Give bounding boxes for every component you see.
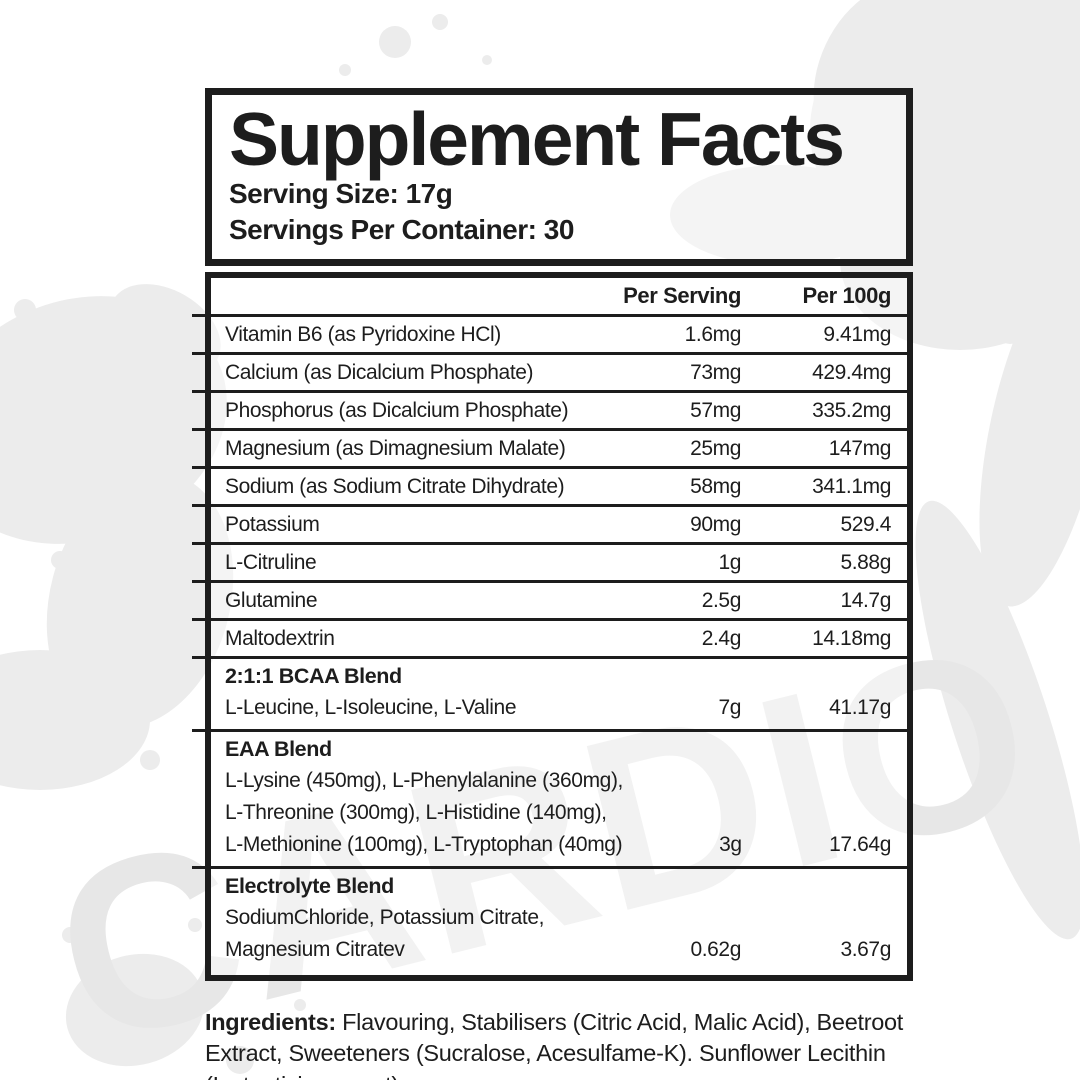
per-100g-value: 17.64g xyxy=(829,833,891,856)
facts-header-box: Supplement Facts Serving Size: 17g Servi… xyxy=(205,88,913,266)
per-100g-value: 9.41mg xyxy=(823,322,891,346)
blend-ingredients-row: L-Lysine (450mg), L-Phenylalanine (360mg… xyxy=(211,765,907,797)
nutrient-name: L-Citruline xyxy=(225,550,317,574)
table-row: Calcium (as Dicalcium Phosphate) 73mg 42… xyxy=(192,352,907,390)
per-100g-value: 341.1mg xyxy=(812,474,891,498)
blend-ingredients: L-Leucine, L-Isoleucine, L-Valine xyxy=(225,696,517,719)
table-row: Phosphorus (as Dicalcium Phosphate) 57mg… xyxy=(192,390,907,428)
per-serving-value: 1g xyxy=(718,550,741,574)
table-row: Magnesium (as Dimagnesium Malate) 25mg 1… xyxy=(192,428,907,466)
blend-ingredients-row: L-Threonine (300mg), L-Histidine (140mg)… xyxy=(211,797,907,829)
per-serving-value: 57mg xyxy=(690,398,741,422)
blend-ingredients: Magnesium Citratev xyxy=(225,938,405,961)
per-100g-value: 335.2mg xyxy=(812,398,891,422)
bcaa-blend-section: 2:1:1 BCAA Blend L-Leucine, L-Isoleucine… xyxy=(192,656,907,729)
nutrient-name: Calcium (as Dicalcium Phosphate) xyxy=(225,360,534,384)
per-serving-value: 7g xyxy=(718,696,741,719)
blend-ingredients-row: Magnesium Citratev 0.62g 3.67g xyxy=(211,934,907,966)
nutrient-name: Glutamine xyxy=(225,588,318,612)
blend-ingredients-row: L-Leucine, L-Isoleucine, L-Valine 7g 41.… xyxy=(211,692,907,724)
nutrient-name: Sodium (as Sodium Citrate Dihydrate) xyxy=(225,474,565,498)
serving-size-line: Serving Size: 17g xyxy=(229,178,453,209)
nutrient-name: Potassium xyxy=(225,512,320,536)
blend-ingredients: L-Lysine (450mg), L-Phenylalanine (360mg… xyxy=(225,769,623,792)
per-serving-value: 25mg xyxy=(690,436,741,460)
table-row: Potassium 90mg 529.4 xyxy=(192,504,907,542)
facts-table: Per Serving Per 100g Vitamin B6 (as Pyri… xyxy=(192,272,913,981)
per-100g-value: 41.17g xyxy=(829,696,891,719)
per-100g-value: 147mg xyxy=(828,436,892,460)
nutrient-name: Magnesium (as Dimagnesium Malate) xyxy=(225,436,566,460)
per-serving-value: 90mg xyxy=(690,512,741,536)
table-row: Vitamin B6 (as Pyridoxine HCl) 1.6mg 9.4… xyxy=(192,314,907,352)
nutrient-name: Maltodextrin xyxy=(225,626,335,650)
column-header-per-100g: Per 100g xyxy=(802,283,891,308)
per-serving-value: 2.5g xyxy=(701,588,742,612)
nutrient-name: Vitamin B6 (as Pyridoxine HCl) xyxy=(225,322,501,346)
eaa-blend-section: EAA Blend L-Lysine (450mg), L-Phenylalan… xyxy=(192,729,907,866)
per-100g-value: 3.67g xyxy=(840,938,891,961)
blend-ingredients: L-Threonine (300mg), L-Histidine (140mg)… xyxy=(225,801,607,824)
page-title: Supplement Facts xyxy=(229,97,845,181)
ingredients-label: Ingredients: xyxy=(205,1008,336,1035)
servings-per-container-line: Servings Per Container: 30 xyxy=(229,214,574,245)
per-100g-value: 14.7g xyxy=(840,588,891,612)
blend-ingredients: SodiumChloride, Potassium Citrate, xyxy=(225,906,545,929)
blend-title: EAA Blend xyxy=(225,737,332,761)
nutrient-name: Phosphorus (as Dicalcium Phosphate) xyxy=(225,398,569,422)
blend-ingredients: L-Methionine (100mg), L-Tryptophan (40mg… xyxy=(225,833,623,856)
per-serving-value: 1.6mg xyxy=(684,322,742,346)
per-serving-value: 73mg xyxy=(690,360,741,384)
per-serving-value: 3g xyxy=(719,833,742,856)
per-serving-value: 0.62g xyxy=(690,938,741,961)
blend-ingredients-row: L-Methionine (100mg), L-Tryptophan (40mg… xyxy=(211,829,907,861)
blend-title: 2:1:1 BCAA Blend xyxy=(225,664,402,688)
blend-ingredients-row: SodiumChloride, Potassium Citrate, xyxy=(211,902,907,934)
table-header-row: Per Serving Per 100g xyxy=(211,278,907,314)
electrolyte-blend-section: Electrolyte Blend SodiumChloride, Potass… xyxy=(192,866,907,971)
per-100g-value: 5.88g xyxy=(840,550,891,574)
per-serving-value: 58mg xyxy=(690,474,741,498)
table-row: Glutamine 2.5g 14.7g xyxy=(192,580,907,618)
table-row: Sodium (as Sodium Citrate Dihydrate) 58m… xyxy=(192,466,907,504)
ingredients-paragraph: Ingredients: Flavouring, Stabilisers (Ci… xyxy=(205,1007,917,1080)
table-row: Maltodextrin 2.4g 14.18mg xyxy=(192,618,907,656)
per-100g-value: 429.4mg xyxy=(812,360,891,384)
column-header-per-serving: Per Serving xyxy=(623,283,741,308)
per-serving-value: 2.4g xyxy=(701,626,742,650)
blend-title: Electrolyte Blend xyxy=(225,874,394,898)
table-row: L-Citruline 1g 5.88g xyxy=(192,542,907,580)
ingredients-text: Flavouring, Stabilisers (Citric Acid, Ma… xyxy=(205,1008,903,1080)
per-100g-value: 529.4 xyxy=(840,512,891,536)
per-100g-value: 14.18mg xyxy=(812,626,891,650)
